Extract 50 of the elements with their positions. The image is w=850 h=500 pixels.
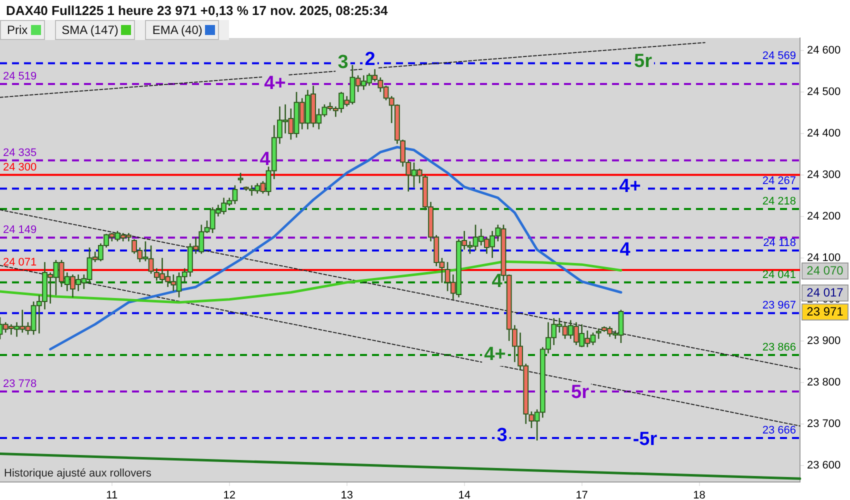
ref-line-label: 23 967 (762, 300, 796, 312)
y-tick-label: 24 200 (807, 210, 841, 222)
legend-label: EMA (40) (152, 23, 202, 37)
y-tick-label: 23 700 (807, 418, 841, 430)
ref-line-label: 24 335 (3, 146, 37, 159)
annotation: 2 (364, 49, 376, 70)
legend-label: Prix (7, 23, 28, 37)
text: 23 971 (806, 304, 844, 318)
ref-line-label: 23 778 (3, 378, 37, 390)
ref-line-label: 24 569 (762, 50, 796, 62)
text: 24 070 (806, 263, 844, 278)
y-tick-label: 23 600 (807, 459, 841, 472)
annotation: 4 (492, 271, 503, 292)
annotation: 4+ (484, 344, 506, 366)
ref-line-label: 24 071 (3, 256, 37, 268)
ref-line-label: 23 866 (762, 342, 796, 354)
ref-line-label: 24 041 (762, 268, 796, 281)
ref-line-label: 24 267 (762, 175, 796, 188)
annotation: 3 (496, 425, 508, 446)
annotation: 4+ (264, 73, 286, 94)
y-tick-label: 23 900 (807, 334, 841, 347)
annotation: 5r (571, 382, 590, 404)
y-tick-label: 24 600 (807, 44, 841, 56)
annotation: 4+ (619, 176, 641, 198)
x-tick-label: 12 (223, 490, 236, 500)
ref-line-label: 24 218 (762, 195, 796, 208)
annotation: Historique ajusté aux rollovers (4, 468, 152, 480)
chart-title: DAX40 Full1225 1 heure 23 971 +0,13 % 17 nov. 2025, 08:25:34 (6, 3, 388, 18)
x-tick-label: 13 (340, 490, 353, 500)
legend-label: SMA (147) (62, 23, 118, 37)
annotation: 4 (260, 149, 271, 170)
y-tick-label: 24 100 (807, 252, 841, 264)
y-tick-label: 24 300 (807, 168, 841, 181)
x-tick-label: 11 (106, 490, 118, 500)
x-tick-label: 17 (576, 490, 588, 500)
x-tick-label: 18 (693, 490, 706, 500)
y-tick-label: 24 500 (807, 86, 841, 98)
ref-line-label: 24 519 (3, 70, 37, 83)
text: 24 017 (806, 285, 844, 300)
annotation: 3 (338, 52, 348, 74)
y-tick-label: 24 400 (807, 127, 841, 140)
ref-line-label: 24 118 (763, 236, 796, 249)
annotation: 4 (620, 240, 631, 261)
ref-line-label: 23 666 (762, 424, 796, 437)
annotation: 5r (634, 51, 653, 72)
annotation: -5r (632, 429, 658, 450)
y-tick-label: 23 800 (807, 376, 841, 388)
ref-line-label: 24 300 (3, 161, 37, 174)
x-tick-label: 14 (458, 490, 470, 500)
ref-line-label: 24 149 (3, 224, 37, 236)
